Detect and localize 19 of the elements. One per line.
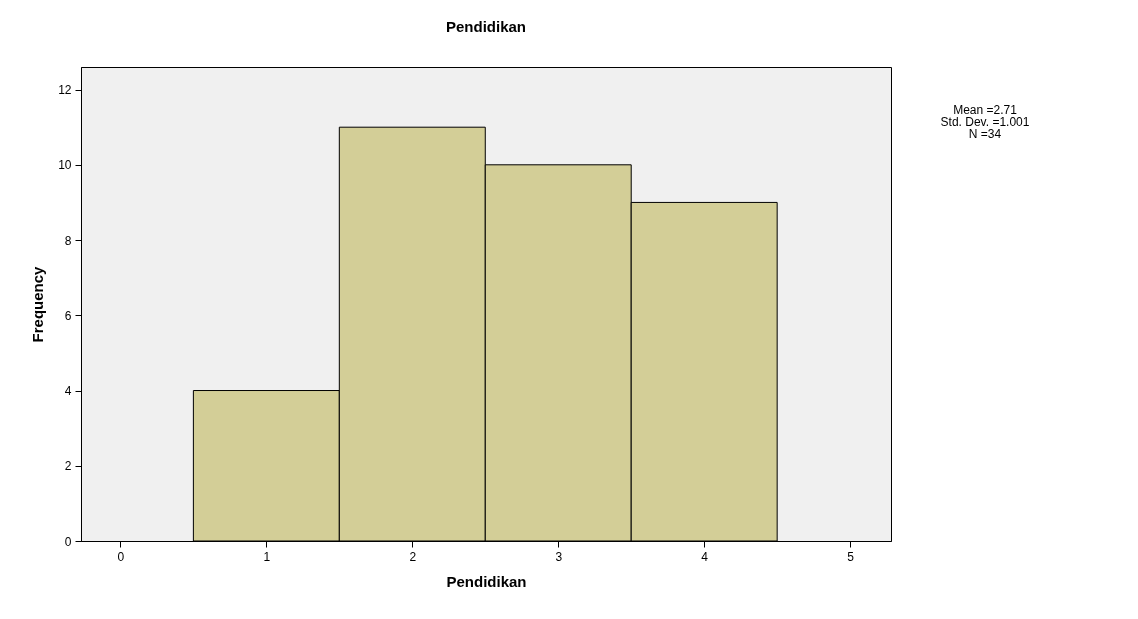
text: Std. Dev. =1.001	[939, 115, 1031, 129]
x-tick-label: 0	[117, 549, 125, 564]
x-tick-label: 3	[555, 549, 563, 564]
x-tick-label: 1	[263, 549, 271, 564]
y-tick-label: 6	[64, 308, 72, 323]
x-tick-label: 5	[847, 549, 855, 564]
y-axis-title: Frequency	[29, 265, 47, 343]
x-tick-label: 4	[701, 549, 709, 564]
text: Mean =2.71	[952, 103, 1018, 117]
x-axis-title: Pendidikan	[446, 572, 527, 590]
x-tick-label: 2	[409, 549, 417, 564]
chart-title: Pendidikan	[445, 18, 527, 35]
y-tick-label: 8	[64, 233, 72, 248]
y-tick-label: 0	[64, 534, 72, 549]
y-tick-label: 2	[64, 459, 72, 474]
y-tick-label: 10	[58, 158, 72, 173]
text: N =34	[967, 127, 1003, 141]
y-tick-label: 12	[58, 83, 72, 98]
y-tick-label: 4	[64, 384, 72, 399]
